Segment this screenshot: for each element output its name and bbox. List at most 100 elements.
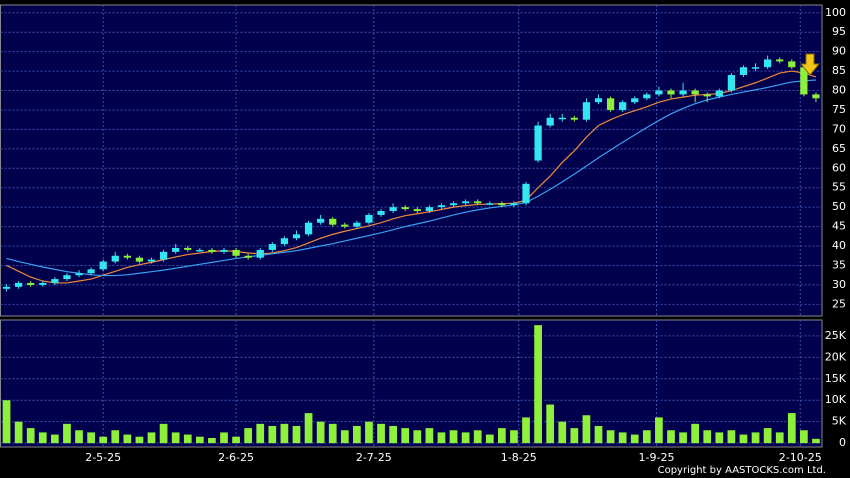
volume-bar xyxy=(123,434,132,444)
candle-body xyxy=(800,67,808,95)
y-tick-label: 95 xyxy=(832,25,846,38)
candle-body xyxy=(425,207,433,212)
moving-average xyxy=(6,79,816,277)
volume-bar xyxy=(510,430,518,444)
volume-bar xyxy=(147,432,156,444)
volume-bar xyxy=(195,436,204,444)
candle-body xyxy=(159,251,168,260)
volume-bar xyxy=(26,428,35,444)
candle-body xyxy=(764,59,772,68)
volume-bar xyxy=(546,404,555,444)
volume-bar xyxy=(171,432,180,444)
volume-panel xyxy=(0,319,823,448)
candle-body xyxy=(691,90,699,95)
volume-bar xyxy=(401,428,410,444)
y-tick-label: 90 xyxy=(832,45,846,58)
volume-bar xyxy=(50,434,59,444)
volume-bar xyxy=(751,432,760,444)
x-tick-label: 2-5-25 xyxy=(85,451,121,464)
volume-bar xyxy=(667,430,675,444)
candle-body xyxy=(619,102,627,110)
candle-body xyxy=(365,214,373,223)
candle-body xyxy=(317,218,325,223)
x-tick-label: 2-7-25 xyxy=(356,451,392,464)
candle-body xyxy=(329,218,337,225)
volume-bar xyxy=(425,428,434,444)
y-tick-label: 60 xyxy=(832,161,846,174)
candle-body xyxy=(111,255,119,262)
x-tick-label: 1-8-25 xyxy=(501,451,537,464)
candle-body xyxy=(413,209,421,212)
volume-bar xyxy=(220,432,228,444)
volume-bar xyxy=(485,434,494,444)
x-tick-label: 1-9-25 xyxy=(639,451,675,464)
volume-bar xyxy=(630,434,639,444)
volume-bar xyxy=(292,425,301,444)
candle-body xyxy=(147,259,156,262)
candle-body xyxy=(304,222,313,235)
candle-body xyxy=(486,203,494,205)
volume-bar xyxy=(232,436,240,444)
volume-bar xyxy=(739,434,748,444)
candle-body xyxy=(208,249,216,252)
candle-body xyxy=(232,249,240,256)
volume-tick-label: 20K xyxy=(825,350,847,363)
y-tick-label: 50 xyxy=(832,200,846,213)
volume-bar xyxy=(75,430,83,444)
candle-body xyxy=(498,203,506,206)
volume-tick-label: 0 xyxy=(839,436,846,449)
candle-body xyxy=(377,211,385,215)
candle-body xyxy=(812,94,820,99)
volume-bar xyxy=(256,423,265,444)
candle-body xyxy=(401,207,409,210)
candle-body xyxy=(715,90,723,97)
candle-body xyxy=(727,74,736,91)
volume-bar xyxy=(522,417,530,444)
volume-bar xyxy=(87,432,95,444)
candle-body xyxy=(437,205,446,208)
candle-body xyxy=(184,247,192,250)
candle-body xyxy=(474,201,482,204)
volume-bar xyxy=(775,432,784,444)
volume-bar xyxy=(353,425,361,444)
candle-body xyxy=(449,203,458,206)
candle-body xyxy=(594,98,603,103)
volume-bar xyxy=(135,436,144,444)
y-tick-label: 65 xyxy=(832,142,846,155)
candle-body xyxy=(751,67,760,69)
candle-body xyxy=(2,286,11,289)
volume-bar xyxy=(787,413,796,444)
candle-body xyxy=(606,98,615,110)
volume-bar xyxy=(642,430,651,444)
volume-bar xyxy=(159,423,168,444)
volume-bar xyxy=(208,437,216,444)
volume-bar xyxy=(727,430,736,444)
volume-bar xyxy=(316,421,325,444)
candle-body xyxy=(292,234,301,239)
volume-bar xyxy=(800,430,808,444)
volume-bar xyxy=(679,432,687,444)
candle-body xyxy=(341,224,349,227)
volume-bar xyxy=(558,421,567,444)
volume-bar xyxy=(14,421,23,444)
candle-body xyxy=(99,261,107,270)
candle-body xyxy=(739,67,748,75)
volume-bar xyxy=(715,432,724,444)
candle-body xyxy=(570,117,578,120)
y-tick-label: 80 xyxy=(832,84,846,97)
candle-body xyxy=(14,282,23,287)
volume-bar xyxy=(594,425,603,444)
candle-body xyxy=(534,125,542,161)
candle-body xyxy=(280,238,289,245)
volume-bar xyxy=(340,430,349,444)
y-tick-label: 35 xyxy=(832,258,846,271)
candle-body xyxy=(244,255,252,258)
volume-bar xyxy=(377,423,385,444)
volume-bar xyxy=(461,432,470,444)
candle-body xyxy=(546,117,554,126)
volume-bar xyxy=(618,432,627,444)
price-panel xyxy=(0,4,823,317)
candle-body xyxy=(123,255,131,258)
volume-bar xyxy=(99,436,108,444)
